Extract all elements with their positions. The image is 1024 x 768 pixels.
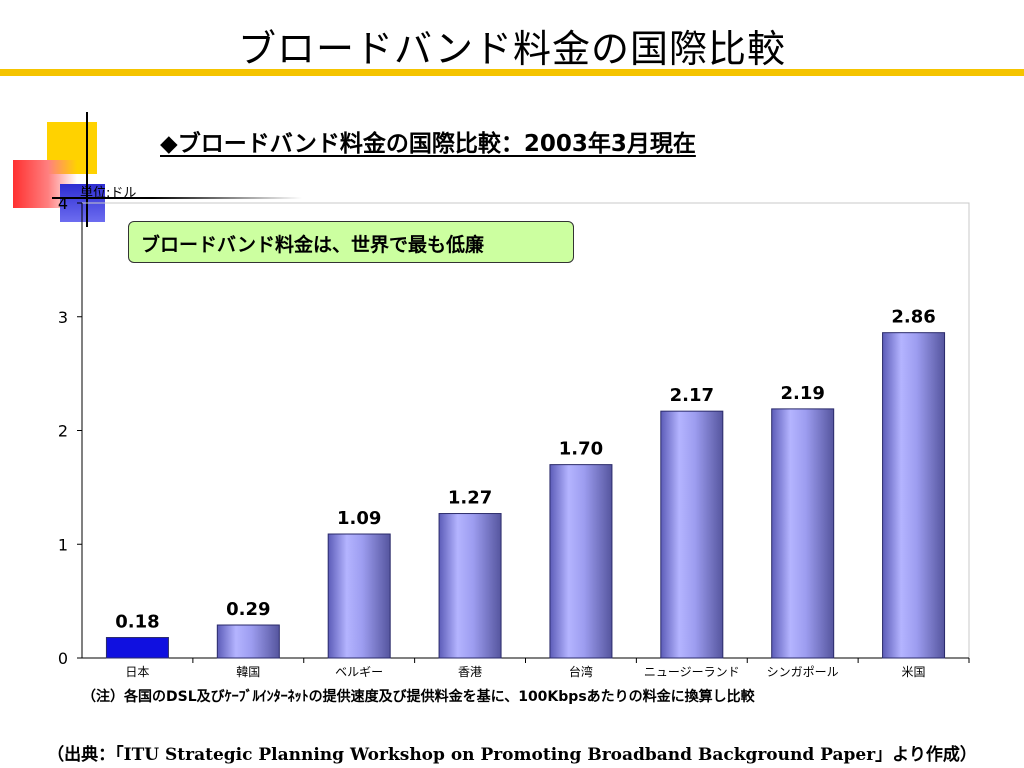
bar-value-label: 2.86	[891, 307, 935, 328]
bar-value-label: 1.70	[559, 439, 603, 460]
bar	[327, 533, 391, 659]
x-category-label: ベルギー	[335, 665, 383, 679]
y-tick-label: 4	[58, 194, 68, 213]
slide-title: ブロードバンド料金の国際比較	[238, 27, 786, 71]
decor-horizontal-line	[52, 197, 302, 199]
x-category-label: 韓国	[236, 665, 260, 679]
bar-value-label: 1.09	[337, 508, 381, 529]
bar	[105, 637, 169, 659]
x-category-label: シンガポール	[767, 665, 839, 679]
x-category-label: 台湾	[569, 664, 593, 679]
bar-value-label: 1.27	[448, 488, 492, 509]
source-citation: （出典：「ITU Strategic Planning Workshop on …	[47, 745, 977, 765]
plot-area-border	[81, 202, 970, 659]
bar	[438, 513, 502, 659]
footnote: （注）各国のDSL及びｹｰﾌﾞﾙｲﾝﾀｰﾈｯﾄの提供速度及び提供料金を基に、10…	[82, 689, 755, 705]
y-tick-label: 3	[58, 308, 68, 327]
decor-vertical-line	[86, 112, 88, 227]
x-category-label: ニュージーランド	[644, 665, 740, 679]
bar	[549, 464, 613, 659]
y-tick-label: 2	[58, 422, 68, 441]
bar-value-label: 0.18	[115, 612, 159, 633]
x-category-label: 香港	[458, 665, 482, 679]
x-category-label: 日本	[125, 665, 149, 679]
bar-value-label: 0.29	[226, 599, 270, 620]
unit-label: 単位:ドル	[80, 186, 137, 201]
bar	[216, 624, 280, 659]
y-tick-label: 1	[58, 535, 68, 554]
callout-box: ブロードバンド料金は、世界で最も低廉	[128, 221, 574, 263]
x-category-label: 米国	[902, 665, 926, 679]
y-tick-label: 0	[58, 649, 68, 668]
bar-value-label: 2.19	[780, 383, 824, 404]
bar-value-label: 2.17	[670, 385, 714, 406]
chart-title: ◆ブロードバンド料金の国際比較：2003年3月現在	[160, 131, 696, 157]
bar	[882, 332, 946, 659]
bar	[660, 410, 724, 659]
title-rule	[0, 69, 1024, 76]
bar	[771, 408, 835, 659]
